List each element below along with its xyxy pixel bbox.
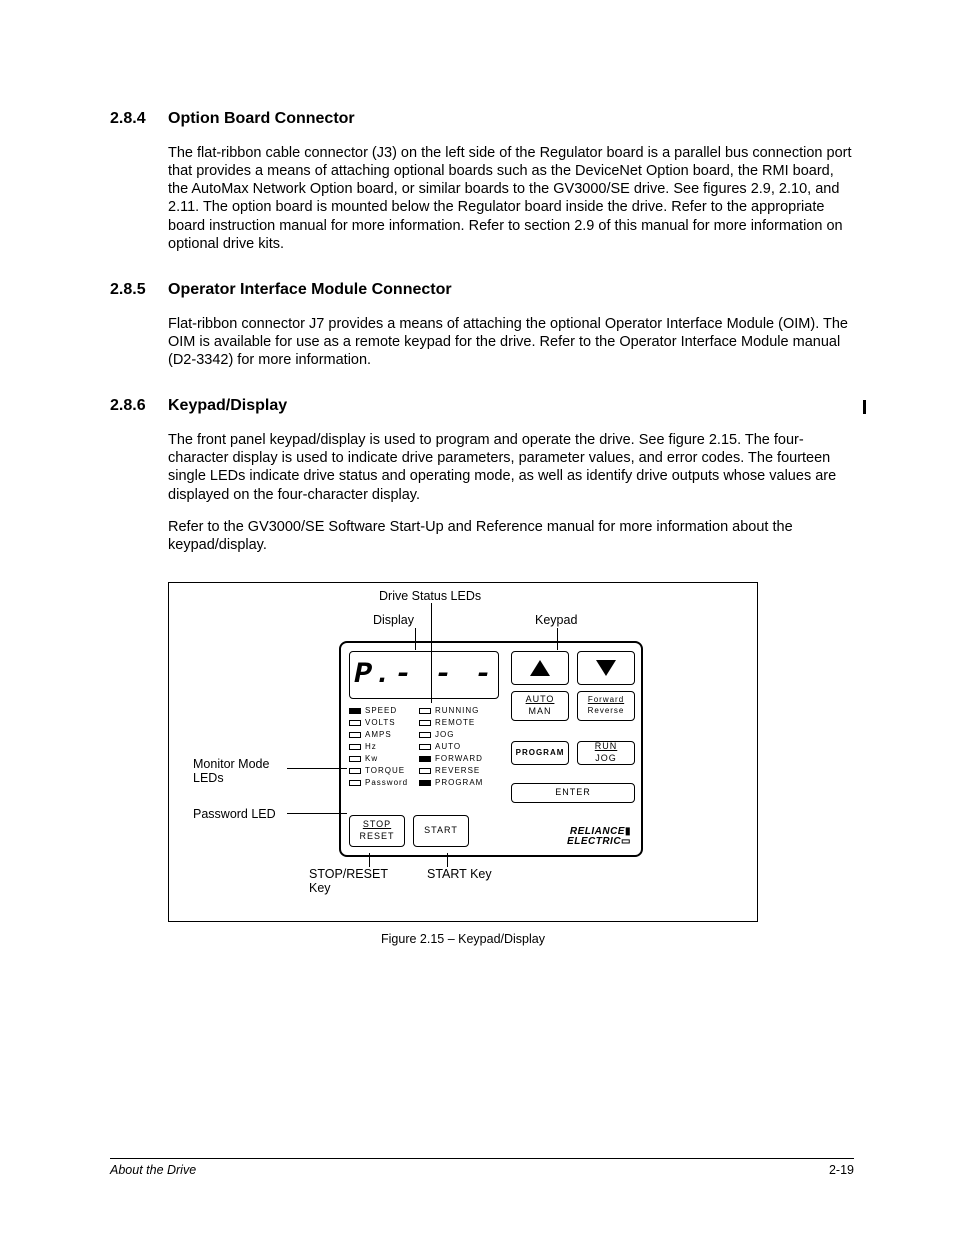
enter-button[interactable]: ENTER: [511, 783, 635, 803]
page-footer: About the Drive 2-19: [110, 1158, 854, 1177]
section-285: 2.8.5 Operator Interface Module Connecto…: [110, 281, 854, 369]
ann-keypad: Keypad: [535, 613, 577, 627]
figure-caption: Figure 2.15 – Keypad/Display: [168, 932, 758, 946]
led-kw: [349, 756, 361, 762]
up-button[interactable]: [511, 651, 569, 685]
section-number: 2.8.6: [110, 397, 154, 415]
section-title: Operator Interface Module Connector: [168, 281, 452, 299]
section-number: 2.8.4: [110, 110, 154, 128]
ann-drive-status: Drive Status LEDs: [379, 589, 481, 603]
led-volts: [349, 720, 361, 726]
ann-stop-key: STOP/RESET Key: [309, 867, 409, 895]
run-jog-button[interactable]: RUN JOG: [577, 741, 635, 765]
start-button[interactable]: START: [413, 815, 469, 847]
led-reverse: [419, 768, 431, 774]
auto-man-button[interactable]: AUTO MAN: [511, 691, 569, 721]
arrow-down-icon: [596, 660, 616, 676]
footer-left: About the Drive: [110, 1163, 196, 1177]
para: Flat-ribbon connector J7 provides a mean…: [168, 315, 854, 369]
figure-frame: Drive Status LEDs Display Keypad Monitor…: [168, 582, 758, 922]
leader-line: [287, 813, 347, 814]
led-speed: [349, 708, 361, 714]
para: Refer to the GV3000/SE Software Start-Up…: [168, 518, 854, 554]
para: The front panel keypad/display is used t…: [168, 431, 854, 504]
led-password: [349, 780, 361, 786]
down-button[interactable]: [577, 651, 635, 685]
section-title: Keypad/Display: [168, 397, 287, 415]
led-torque: [349, 768, 361, 774]
figure-215: Drive Status LEDs Display Keypad Monitor…: [168, 582, 854, 946]
arrow-up-icon: [530, 660, 550, 676]
fwd-rev-button[interactable]: Forward Reverse: [577, 691, 635, 721]
led-jog: [419, 732, 431, 738]
ann-display: Display: [373, 613, 414, 627]
section-284: 2.8.4 Option Board Connector The flat-ri…: [110, 110, 854, 253]
program-button[interactable]: PROGRAM: [511, 741, 569, 765]
para: The flat-ribbon cable connector (J3) on …: [168, 144, 854, 253]
led-auto: [419, 744, 431, 750]
section-286: 2.8.6 Keypad/Display The front panel key…: [110, 397, 854, 554]
leader-line: [287, 768, 347, 769]
led-hz: [349, 744, 361, 750]
display-text: P.- - -: [354, 658, 494, 692]
ann-monitor: Monitor Mode LEDs: [193, 757, 293, 785]
ann-start-key: START Key: [427, 867, 492, 881]
seven-seg-display: P.- - -: [349, 651, 499, 699]
section-number: 2.8.5: [110, 281, 154, 299]
brand-label: RELIANCE▮ ELECTRIC▭: [567, 827, 631, 847]
stop-reset-button[interactable]: STOP RESET: [349, 815, 405, 847]
led-running: [419, 708, 431, 714]
led-grid: SPEEDRUNNING VOLTSREMOTE AMPSJOG HzAUTO …: [349, 705, 499, 789]
change-bar-icon: [863, 400, 866, 414]
ann-password: Password LED: [193, 807, 276, 821]
led-program: [419, 780, 431, 786]
led-forward: [419, 756, 431, 762]
footer-page-number: 2-19: [829, 1163, 854, 1177]
keypad-panel: P.- - - SPEEDRUNNING VOLTSREMOTE AMPSJOG…: [339, 641, 643, 857]
section-title: Option Board Connector: [168, 110, 355, 128]
led-remote: [419, 720, 431, 726]
led-amps: [349, 732, 361, 738]
